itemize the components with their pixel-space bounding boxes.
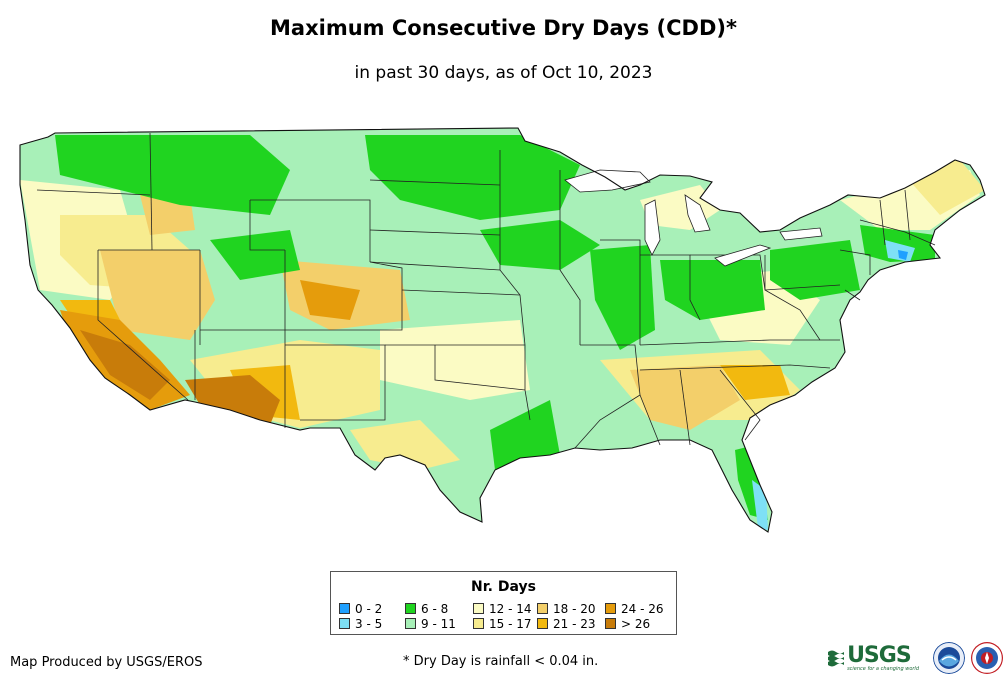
patch-6-8-mn [480, 220, 600, 270]
legend-item: 15 - 17 [473, 617, 532, 631]
credit-text: Map Produced by USGS/EROS [10, 655, 203, 670]
usgs-tagline: science for a changing world [847, 665, 919, 672]
legend-label: 21 - 23 [553, 617, 596, 631]
patch-21-23-ga [720, 365, 790, 400]
great-lakes [564, 169, 823, 267]
usgs-wordmark: USGS [847, 642, 912, 668]
footnote: * Dry Day is rainfall < 0.04 in. [403, 654, 599, 669]
lake-superior [564, 169, 651, 193]
legend-item: 9 - 11 [405, 617, 456, 631]
legend-swatch [537, 618, 548, 629]
patch-6-8-nd [365, 135, 580, 220]
patch-over-26-az [185, 375, 280, 425]
patch-24-26-co [300, 280, 360, 320]
logos: USGS science for a changing world [827, 639, 1003, 677]
legend-label: 12 - 14 [489, 602, 532, 616]
lake-erie [714, 244, 772, 267]
patch-12-14-central [380, 320, 530, 400]
noaa-seal-icon [933, 642, 965, 674]
legend-title: Nr. Days [471, 579, 536, 595]
patch-6-8-wy [210, 230, 300, 280]
patch-18-20-nv [100, 250, 215, 340]
legend-item: 12 - 14 [473, 602, 532, 616]
usgs-logo: USGS science for a changing world [827, 642, 919, 672]
patch-15-17-tx [350, 420, 460, 470]
legend-item: 18 - 20 [537, 602, 596, 616]
lake-ontario [779, 227, 823, 241]
map-title: Maximum Consecutive Dry Days (CDD)* [270, 16, 737, 40]
state-boundaries [36, 132, 936, 449]
lake-michigan [644, 199, 661, 256]
legend-swatch [405, 603, 416, 614]
nws-seal-icon [971, 642, 1003, 674]
patch-0-2-ne [898, 250, 908, 260]
legend-label: > 26 [621, 617, 651, 631]
usgs-wave-icon [828, 650, 845, 667]
legend-item: 24 - 26 [605, 602, 664, 616]
legend-item: 0 - 2 [339, 602, 382, 616]
legend-swatch [473, 603, 484, 614]
legend-swatch [605, 603, 616, 614]
patch-6-8-tx [490, 400, 560, 470]
cdd-map [19, 127, 986, 533]
legend-label: 6 - 8 [421, 602, 449, 616]
legend-label: 18 - 20 [553, 602, 596, 616]
patch-over-26-ca [80, 330, 170, 400]
legend-item: > 26 [605, 617, 650, 631]
legend-swatch [339, 603, 350, 614]
legend-swatch [537, 603, 548, 614]
patch-6-8-il [590, 245, 655, 350]
legend-label: 24 - 26 [621, 602, 664, 616]
patch-6-8-north [55, 135, 290, 215]
legend-label: 3 - 5 [355, 617, 383, 631]
legend-swatch [473, 618, 484, 629]
patch-18-20-se [630, 365, 740, 430]
map-subtitle: in past 30 days, as of Oct 10, 2023 [354, 63, 653, 83]
patch-6-8-oh [660, 260, 765, 320]
legend-swatch [405, 618, 416, 629]
legend-item: 6 - 8 [405, 602, 448, 616]
lake-huron [684, 194, 711, 233]
legend-swatch [339, 618, 350, 629]
legend-label: 9 - 11 [421, 617, 456, 631]
legend-label: 15 - 17 [489, 617, 532, 631]
legend-item: 21 - 23 [537, 617, 596, 631]
legend-label: 0 - 2 [355, 602, 383, 616]
legend-swatch [605, 618, 616, 629]
legend-item: 3 - 5 [339, 617, 382, 631]
